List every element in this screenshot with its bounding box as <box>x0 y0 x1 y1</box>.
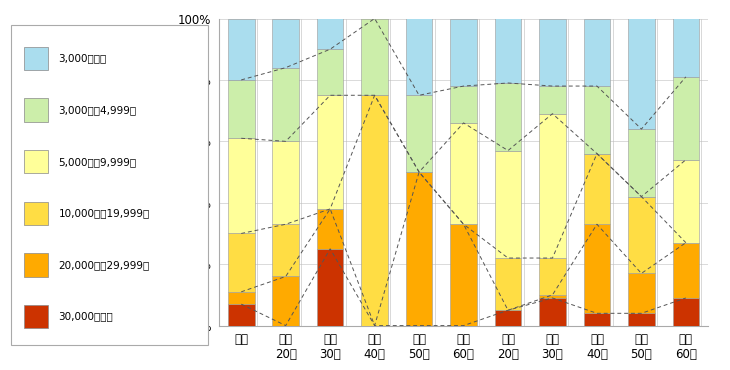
Bar <box>361 18 388 95</box>
Bar <box>672 298 699 326</box>
Bar <box>272 276 299 326</box>
Bar <box>23 253 48 277</box>
Bar <box>628 273 655 313</box>
Text: 20,000円～29,999円: 20,000円～29,999円 <box>58 260 150 270</box>
Bar <box>317 95 344 209</box>
Text: 3,000円～4,999円: 3,000円～4,999円 <box>58 105 137 115</box>
Bar <box>539 298 566 326</box>
Bar <box>406 18 432 95</box>
Bar <box>228 80 255 138</box>
Bar <box>317 49 344 95</box>
Bar <box>495 151 521 258</box>
Bar <box>317 18 344 49</box>
Bar <box>628 129 655 196</box>
Bar <box>23 47 48 70</box>
Bar <box>539 114 566 258</box>
Bar <box>272 68 299 141</box>
Bar <box>539 18 566 86</box>
Bar <box>672 77 699 160</box>
Bar <box>628 196 655 273</box>
Bar <box>495 310 521 326</box>
Bar <box>583 154 610 224</box>
Bar <box>628 313 655 326</box>
Bar <box>228 18 255 80</box>
Bar <box>450 123 477 224</box>
Bar <box>228 292 255 304</box>
Bar <box>361 95 388 326</box>
Bar <box>495 258 521 310</box>
Text: 3,000円未満: 3,000円未満 <box>58 53 107 64</box>
Bar <box>539 86 566 114</box>
Bar <box>583 224 610 313</box>
Bar <box>450 224 477 326</box>
Bar <box>539 258 566 295</box>
Bar <box>23 202 48 225</box>
Text: 10,000円～19,999円: 10,000円～19,999円 <box>58 208 150 218</box>
Bar <box>228 138 255 233</box>
Bar <box>495 18 521 83</box>
Bar <box>272 18 299 68</box>
Bar <box>672 18 699 77</box>
Bar <box>23 98 48 122</box>
Bar <box>450 86 477 123</box>
Text: 5,000円～9,999円: 5,000円～9,999円 <box>58 157 137 167</box>
Bar <box>583 18 610 86</box>
Bar <box>672 160 699 243</box>
Bar <box>672 243 699 298</box>
Bar <box>272 141 299 224</box>
Bar <box>406 95 432 172</box>
Bar <box>272 224 299 276</box>
Bar <box>406 172 432 326</box>
Bar <box>23 305 48 328</box>
Bar <box>228 304 255 326</box>
Text: 30,000円以上: 30,000円以上 <box>58 312 113 322</box>
Bar <box>23 150 48 173</box>
Bar <box>495 83 521 151</box>
Bar <box>228 233 255 292</box>
Bar <box>583 313 610 326</box>
Bar <box>317 209 344 249</box>
Bar <box>317 249 344 326</box>
Bar <box>450 18 477 86</box>
Bar <box>583 86 610 154</box>
Bar <box>628 18 655 129</box>
Bar <box>539 295 566 298</box>
